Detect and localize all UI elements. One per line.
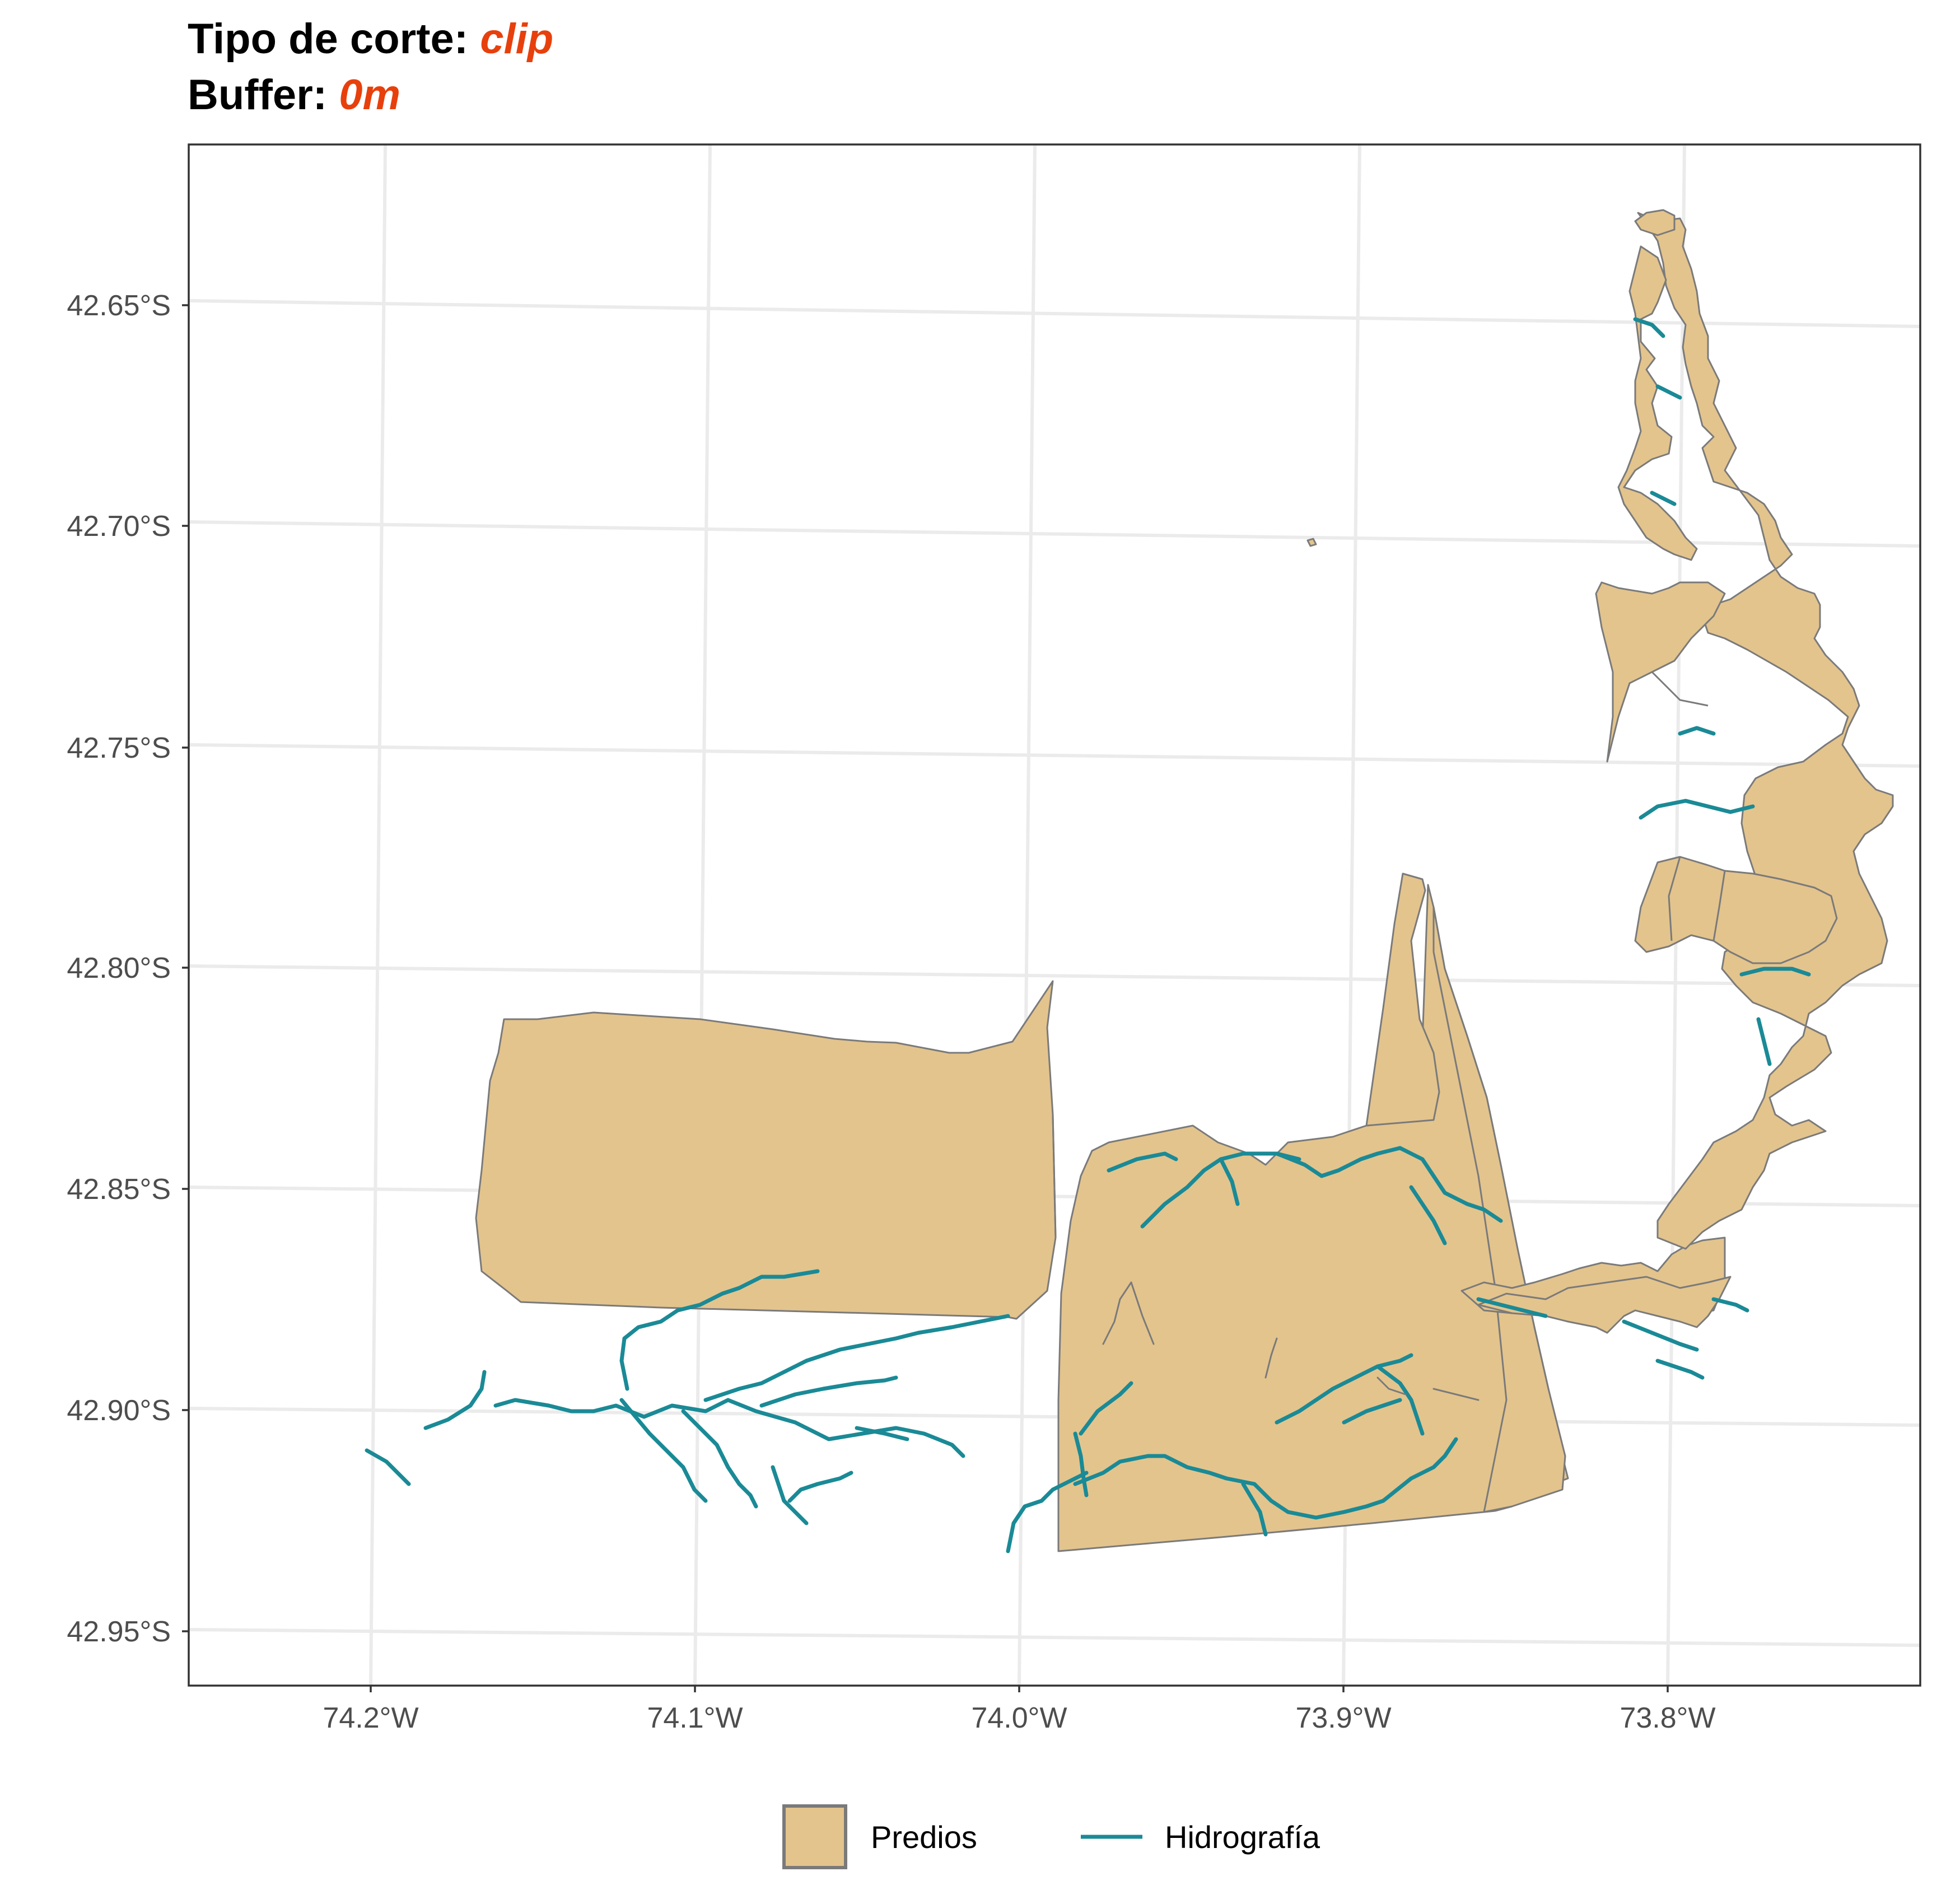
- river-36: [1650, 491, 1677, 506]
- river-38: [1739, 967, 1811, 977]
- river-25: [1409, 1185, 1447, 1245]
- parcel-central-block: [1634, 856, 1838, 964]
- river-10: [916, 1314, 1010, 1335]
- y-tick-label-3: 42.75°S: [67, 732, 171, 764]
- predios-layer: [475, 209, 1894, 1552]
- graticule-lon-3: [1018, 144, 1037, 1686]
- x-tick-label-2: 74.1°W: [647, 1702, 743, 1734]
- river-5: [619, 1269, 820, 1391]
- legend: Predios Hidrografía: [782, 1804, 1320, 1869]
- graticule-lon-1: [369, 144, 387, 1686]
- river-13: [787, 1471, 853, 1503]
- legend-hidrografia-label: Hidrografía: [1165, 1819, 1320, 1855]
- parcel-divider-2: [1651, 671, 1709, 707]
- parcel-divider-1: [1052, 1114, 1057, 1238]
- title-line-1: Tipo de corte: clip: [188, 15, 553, 63]
- y-tick-label-5: 42.85°S: [67, 1173, 171, 1206]
- stream-1: [1102, 1281, 1132, 1345]
- parcel-north-upper: [1617, 245, 1698, 561]
- x-tick-label-1: 74.2°W: [323, 1702, 418, 1734]
- parcel-divider-3: [1668, 856, 1681, 941]
- river-33: [1711, 1297, 1749, 1313]
- river-29: [1241, 1482, 1268, 1537]
- river-6: [619, 1398, 708, 1503]
- title-cut-value: clip: [480, 15, 553, 63]
- river-16: [1224, 1476, 1385, 1520]
- river-11: [855, 1426, 909, 1441]
- graticule-lat-6: [188, 1407, 1921, 1427]
- parcel-east: [1365, 872, 1440, 1127]
- graticule-lat-1: [188, 299, 1921, 328]
- hidrografia-layer: [365, 317, 1811, 1553]
- parcel-small-north: [1306, 538, 1317, 547]
- river-19: [1079, 1381, 1133, 1436]
- y-tick-label-2: 42.70°S: [67, 510, 171, 543]
- river-1: [365, 1448, 411, 1486]
- river-15: [1073, 1454, 1229, 1486]
- river-31: [1655, 1359, 1705, 1380]
- river-3: [493, 1398, 730, 1419]
- x-tick-label-5: 73.8°W: [1620, 1702, 1715, 1734]
- river-2: [423, 1370, 487, 1430]
- legend-predios-swatch: [782, 1804, 847, 1869]
- panel-border: [188, 143, 1921, 1687]
- x-tick-label-3: 74.0°W: [971, 1702, 1067, 1734]
- river-14: [1006, 1471, 1089, 1553]
- panel-background: [189, 144, 1920, 1686]
- graticule-lat-7: [188, 1628, 1921, 1647]
- river-7: [681, 1409, 758, 1509]
- river-9: [759, 1375, 898, 1408]
- y-tick-label-4: 42.80°S: [67, 952, 171, 984]
- y-axis: 42.65°S 42.70°S 42.75°S 42.80°S 42.85°S …: [67, 290, 189, 1648]
- river-34: [1633, 317, 1665, 338]
- title-cut-label: Tipo de corte:: [188, 15, 480, 63]
- legend-predios-label: Predios: [871, 1819, 977, 1855]
- parcel-corridor-lower: [1637, 212, 1894, 1250]
- map-panel: [188, 143, 1921, 1687]
- parcel-corridor-south: [1477, 1276, 1732, 1334]
- graticule-lon-2: [693, 144, 712, 1686]
- stream-2: [1130, 1281, 1155, 1345]
- river-32: [1622, 1319, 1699, 1352]
- river-18: [1073, 1431, 1089, 1497]
- title-line-2: Buffer: 0m: [188, 71, 400, 119]
- minor-streams-layer: [1102, 1281, 1480, 1401]
- river-20: [1107, 1151, 1178, 1173]
- parcel-divider-4: [1712, 870, 1726, 941]
- graticule-lat-2: [188, 520, 1921, 548]
- y-tick-label-6: 42.90°S: [67, 1394, 171, 1427]
- river-27: [1375, 1364, 1425, 1436]
- river-40: [1678, 726, 1716, 736]
- river-30: [1476, 1297, 1548, 1318]
- stream-3: [1264, 1337, 1278, 1379]
- stream-4: [1376, 1376, 1407, 1396]
- parcel-north-top: [1634, 209, 1676, 236]
- stream-5: [1432, 1388, 1480, 1401]
- river-4: [726, 1398, 965, 1458]
- river-12: [771, 1465, 809, 1525]
- river-37: [1639, 799, 1755, 820]
- title-buffer-value: 0m: [339, 71, 400, 119]
- river-8: [703, 1331, 921, 1402]
- title-buffer-label: Buffer:: [188, 71, 339, 119]
- x-axis: 74.2°W 74.1°W 74.0°W 73.9°W 73.8°W: [323, 1686, 1716, 1734]
- graticule-lat-3: [188, 743, 1921, 768]
- river-17: [1381, 1437, 1458, 1503]
- river-39: [1756, 1017, 1772, 1066]
- y-tick-label-7: 42.95°S: [67, 1616, 171, 1648]
- parcel-west: [475, 980, 1057, 1320]
- parcel-southeast: [1432, 906, 1566, 1513]
- river-26: [1275, 1353, 1413, 1425]
- graticule-lat-4: [188, 964, 1921, 987]
- river-35: [1655, 384, 1682, 400]
- river-21: [1140, 1151, 1301, 1229]
- y-tick-label-1: 42.65°S: [67, 290, 171, 322]
- x-tick-label-4: 73.9°W: [1295, 1702, 1391, 1734]
- river-23: [1275, 1146, 1402, 1178]
- river-22: [1219, 1157, 1240, 1206]
- river-28: [1342, 1398, 1402, 1425]
- river-24: [1398, 1146, 1503, 1223]
